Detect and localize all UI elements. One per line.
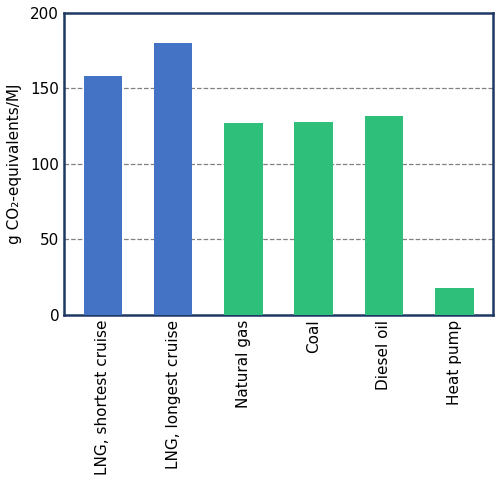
Y-axis label: g CO₂-equivalents/MJ: g CO₂-equivalents/MJ — [7, 83, 22, 244]
Bar — [154, 43, 192, 315]
Bar — [435, 288, 474, 315]
Bar — [364, 116, 404, 315]
Bar — [294, 121, 333, 315]
Bar — [224, 123, 262, 315]
Bar — [84, 76, 122, 315]
